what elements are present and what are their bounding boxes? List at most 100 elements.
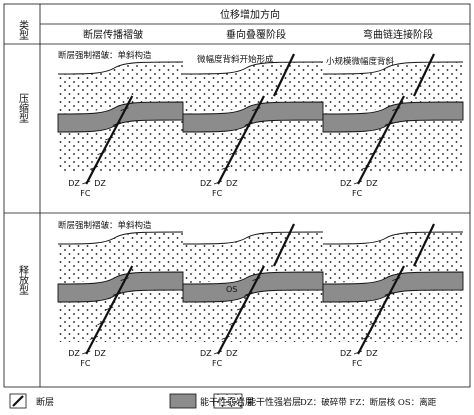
damage-zone-tick	[252, 107, 261, 112]
damage-zone-tick	[97, 151, 106, 156]
damage-zone-tick	[82, 350, 91, 355]
damage-zone-tick	[384, 121, 393, 126]
damage-zone-tick	[82, 180, 91, 185]
damage-zone-tick	[213, 350, 223, 355]
label-dz-right: DZ	[366, 179, 378, 188]
legend-fault-label: 断层	[36, 396, 54, 408]
label-dz-left: DZ	[340, 349, 352, 358]
bedding-top	[322, 231, 464, 245]
competent-layer-lower	[183, 290, 323, 342]
direction-header: 位移增加方向	[220, 8, 280, 21]
damage-zone-tick	[361, 165, 370, 170]
fault-line	[85, 265, 134, 355]
label-fc: FC	[352, 359, 363, 368]
legend-fault-icon	[9, 393, 27, 409]
damage-zone-tick	[361, 335, 370, 340]
damage-zone-tick	[392, 277, 401, 282]
damage-zone-tick	[89, 335, 99, 340]
label-dz-right: DZ	[94, 179, 106, 188]
fault-line	[85, 95, 134, 185]
competent-layer-upper	[58, 232, 183, 284]
damage-zone-tick	[229, 321, 238, 326]
fault-line-upper	[273, 223, 295, 267]
damage-zone-tick	[376, 306, 386, 311]
damage-zone-tick	[229, 151, 238, 156]
damage-zone-tick	[120, 107, 129, 112]
damage-zone-tick	[369, 151, 378, 156]
row-label-compressional: 压缩型	[17, 93, 29, 123]
label-fc: FC	[352, 189, 363, 198]
damage-zone-tick	[213, 180, 223, 185]
damage-zone-tick	[105, 136, 114, 141]
damage-zone-tick	[221, 335, 230, 340]
damage-zone-tick	[236, 306, 246, 311]
fault-line-upper	[413, 53, 435, 97]
label-fc: FC	[212, 189, 223, 198]
bedding-top	[57, 61, 184, 75]
bedding-top	[182, 61, 324, 75]
corner-label: 类型	[17, 19, 29, 40]
damage-zone-tick	[376, 136, 386, 141]
damage-zone-tick	[105, 306, 114, 311]
damage-zone-tick	[112, 121, 122, 126]
table-frame	[3, 3, 471, 388]
label-dz-left: DZ	[200, 349, 212, 358]
bedding-top	[322, 61, 464, 75]
damage-zone-tick	[353, 350, 363, 355]
competent-layer-upper	[183, 232, 323, 284]
damage-zone-tick	[392, 107, 401, 112]
label-os: OS	[226, 285, 237, 294]
competent-layer-lower	[58, 290, 183, 342]
damage-zone-tick	[252, 277, 261, 282]
stage-header-2: 垂向叠覆阶段	[226, 28, 286, 41]
legend: 断层 能干性弱岩层 能干性强岩层 DZ：破碎带 FZ：断层核 OS：离距	[9, 393, 437, 409]
competent-layer-lower	[323, 290, 463, 342]
damage-zone-tick	[384, 291, 393, 296]
legend-ductile-swatch	[169, 393, 197, 409]
competent-layer-upper	[323, 232, 463, 284]
label-dz-left: DZ	[68, 179, 80, 188]
label-fc: FC	[80, 359, 91, 368]
fault-line-upper	[273, 53, 295, 97]
annotation-r1-p2: 微幅度背斜开始形成	[197, 54, 274, 65]
annotation-r1-p3: 小规模微幅度背斜	[326, 56, 395, 67]
stage-header-3: 弯曲链连接阶段	[363, 28, 433, 41]
competent-layer-lower	[58, 120, 183, 172]
damage-zone-tick	[120, 277, 129, 282]
label-fc: FC	[80, 189, 91, 198]
competent-layer-upper	[183, 62, 323, 114]
label-dz-right: DZ	[366, 349, 378, 358]
damage-zone-tick	[244, 291, 253, 296]
damage-zone-tick	[244, 121, 253, 126]
fault-line	[217, 95, 265, 185]
bedding-top	[182, 231, 324, 245]
label-dz-right: DZ	[94, 349, 106, 358]
legend-competent-label: 能干性强岩层	[247, 396, 301, 408]
legend-definitions: DZ：破碎带 FZ：断层核 OS：离距	[300, 397, 437, 408]
label-dz-right: DZ	[226, 349, 238, 358]
annotation-r2-p1: 断层强制褶皱：单斜构造	[58, 220, 152, 231]
row-label-releasing: 释放型	[17, 264, 29, 295]
annotation-r1-p1: 断层强制褶皱：单斜构造	[58, 50, 152, 61]
damage-zone-tick	[353, 180, 363, 185]
damage-zone-tick	[236, 136, 246, 141]
damage-zone-tick	[369, 321, 378, 326]
fault-line	[217, 265, 265, 355]
fault-line-upper	[413, 223, 435, 267]
bedding-top	[57, 231, 184, 245]
competent-layer-upper	[58, 62, 183, 114]
stage-header-1: 断层传播褶皱	[83, 28, 143, 41]
competent-layer-upper	[323, 62, 463, 114]
legend-competent-swatch	[213, 393, 243, 409]
label-dz-left: DZ	[68, 349, 80, 358]
competent-layer-lower	[323, 120, 463, 172]
fault-line	[357, 265, 405, 355]
damage-zone-tick	[89, 165, 99, 170]
